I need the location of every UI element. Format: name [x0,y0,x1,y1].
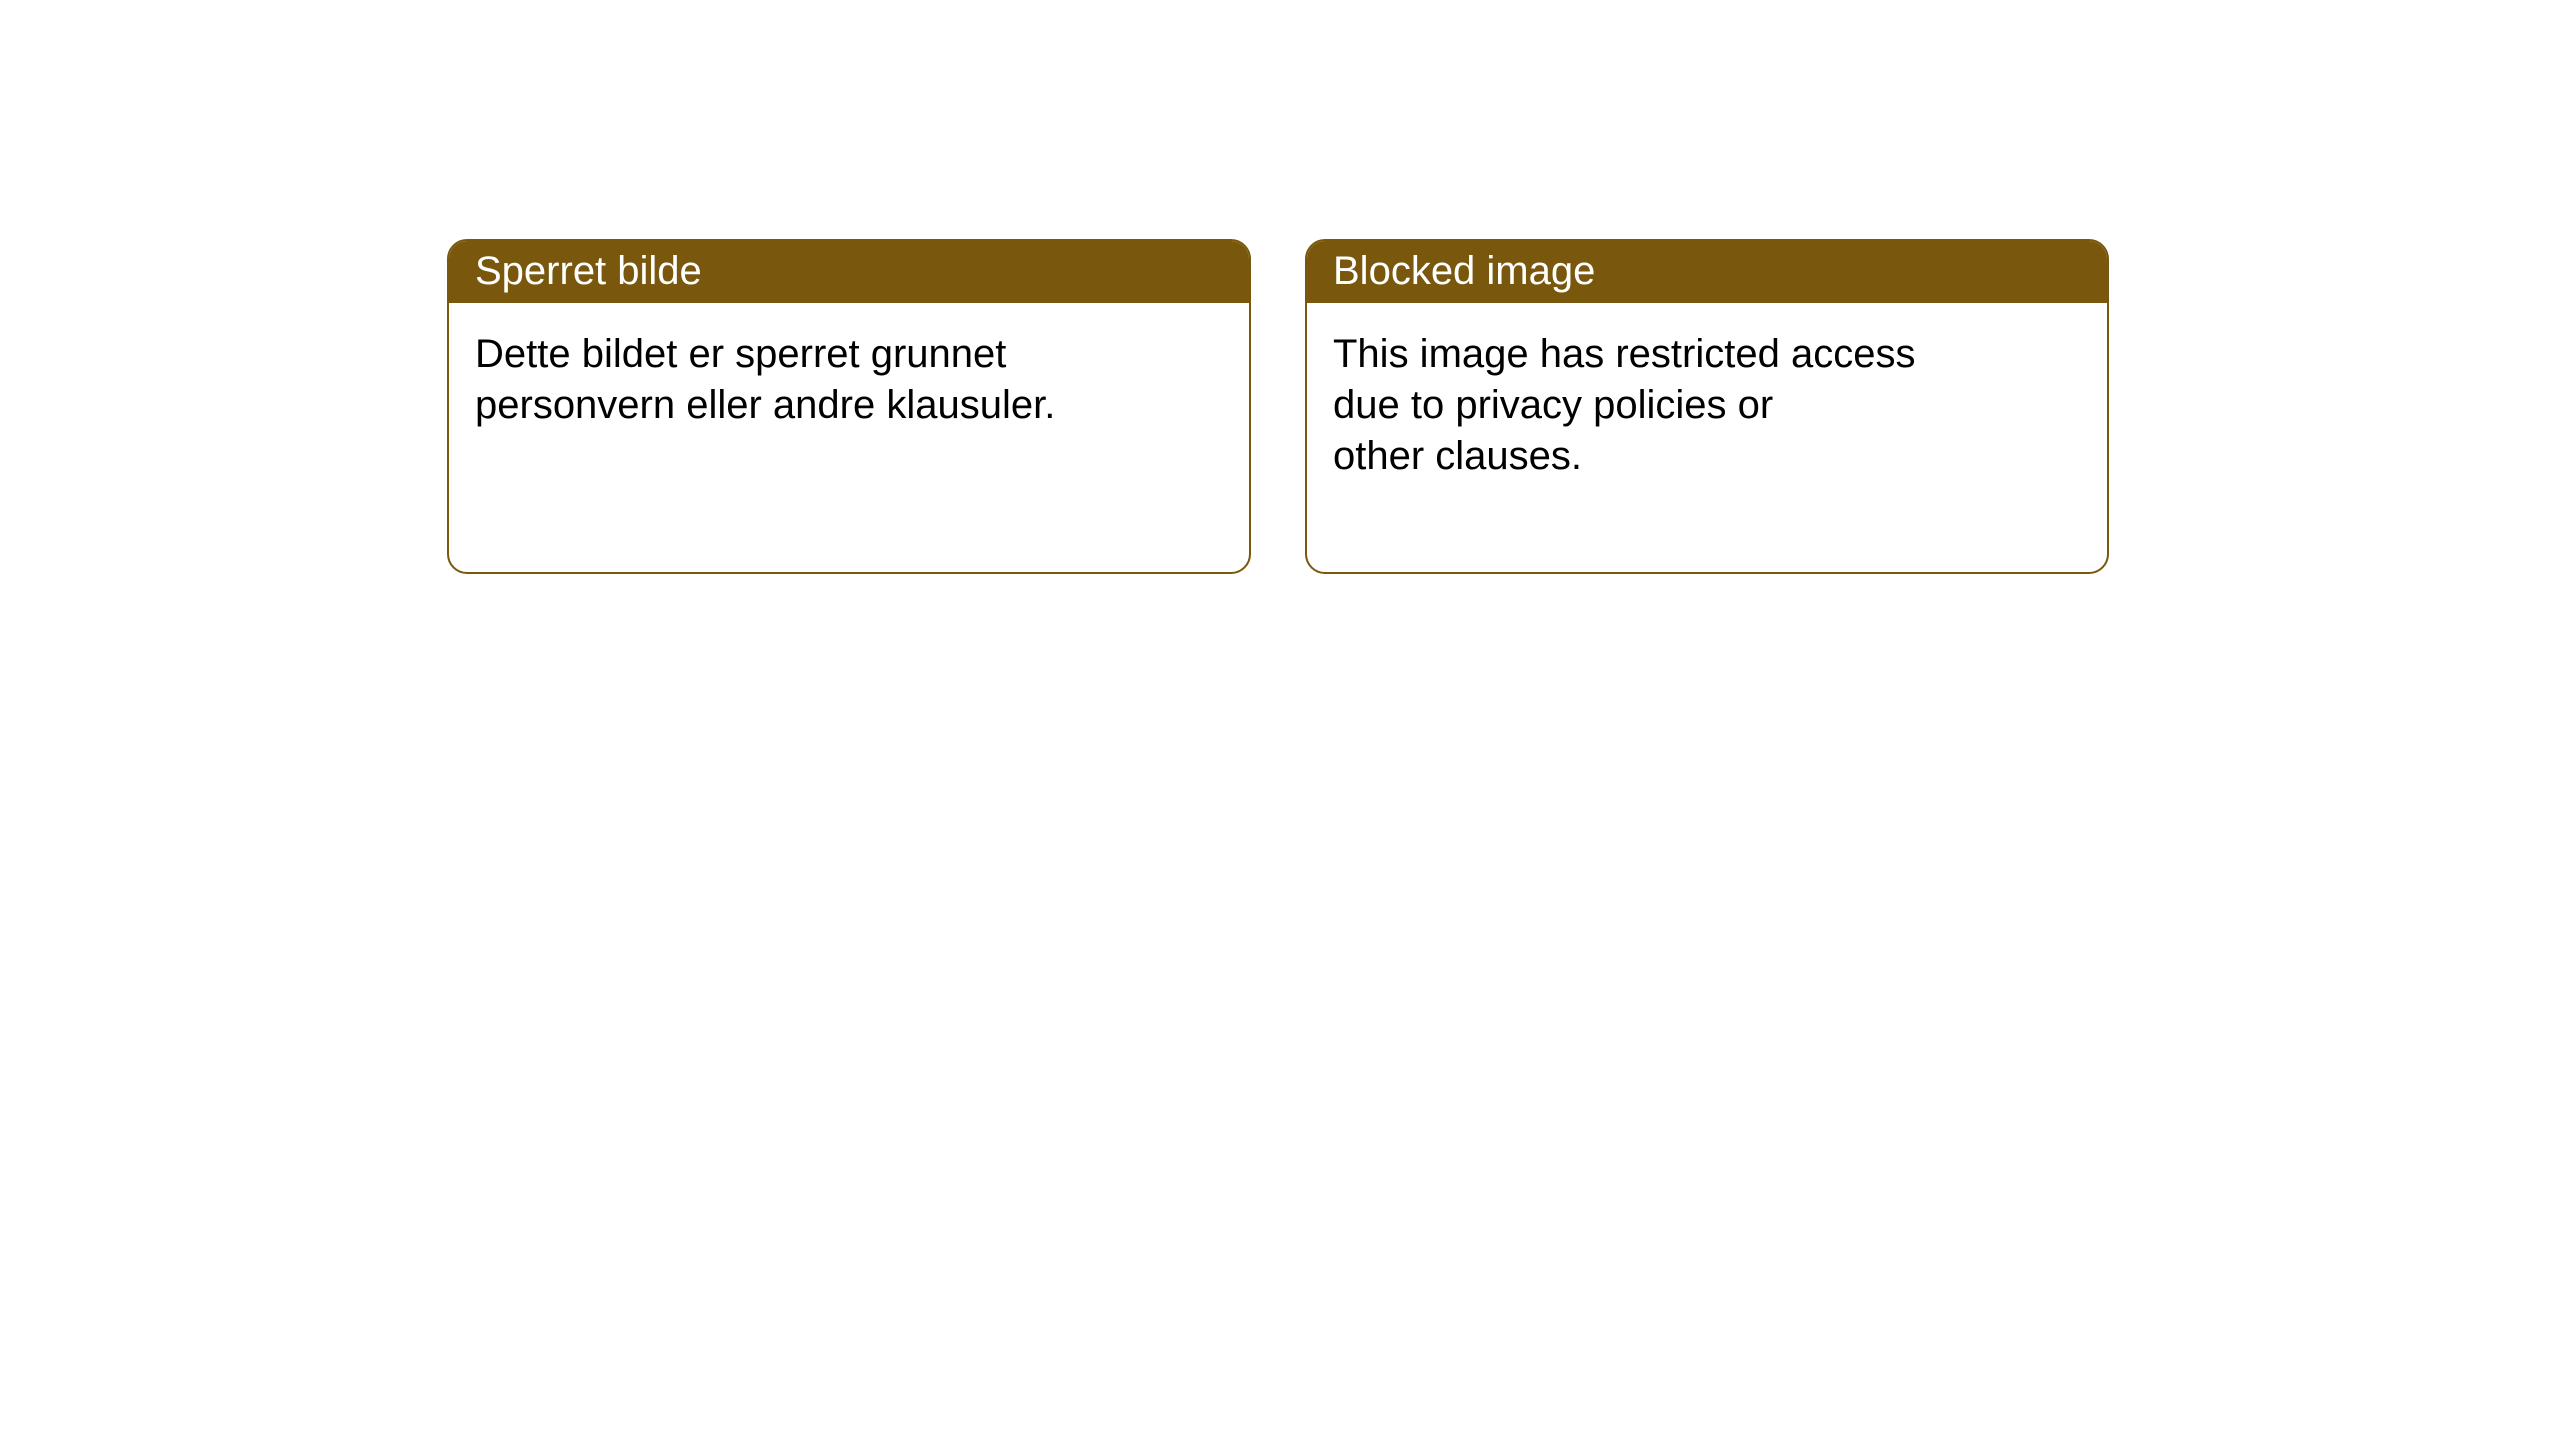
card-body-en: This image has restricted access due to … [1307,303,2107,509]
card-header-en: Blocked image [1307,241,2107,303]
blocked-image-card-no: Sperret bilde Dette bildet er sperret gr… [447,239,1251,574]
blocked-image-card-en: Blocked image This image has restricted … [1305,239,2109,574]
card-header-no: Sperret bilde [449,241,1249,303]
canvas: Sperret bilde Dette bildet er sperret gr… [0,0,2560,1440]
card-body-no: Dette bildet er sperret grunnet personve… [449,303,1249,457]
